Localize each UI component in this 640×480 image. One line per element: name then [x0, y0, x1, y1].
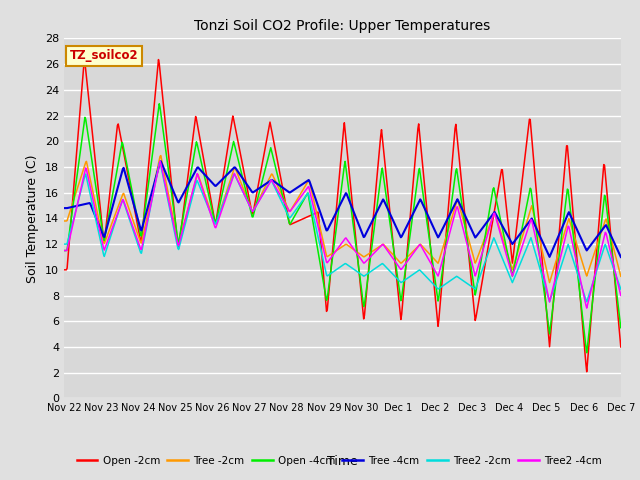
Tree2 -4cm: [411, 248, 419, 254]
Tree2 -2cm: [60, 241, 68, 247]
Tree -2cm: [214, 214, 222, 220]
Tree -2cm: [185, 204, 193, 209]
Open -4cm: [214, 210, 222, 216]
Legend: Open -2cm, Tree -2cm, Open -4cm, Tree -4cm, Tree2 -2cm, Tree2 -4cm: Open -2cm, Tree -2cm, Open -4cm, Tree -4…: [72, 452, 606, 470]
Tree2 -4cm: [583, 305, 591, 311]
Tree -4cm: [411, 207, 419, 213]
Tree2 -4cm: [428, 261, 435, 266]
Tree2 -4cm: [156, 158, 164, 164]
Open -2cm: [411, 161, 419, 167]
Open -4cm: [428, 249, 435, 254]
Tree -2cm: [60, 218, 68, 224]
Tree -4cm: [60, 205, 68, 211]
Open -4cm: [60, 248, 68, 253]
Tree -4cm: [127, 193, 135, 199]
Open -4cm: [617, 325, 625, 331]
Open -4cm: [127, 185, 135, 191]
Tree2 -2cm: [617, 286, 625, 292]
Line: Tree2 -4cm: Tree2 -4cm: [64, 161, 621, 308]
Tree2 -2cm: [156, 159, 164, 165]
Open -2cm: [617, 344, 625, 350]
Open -4cm: [70, 195, 78, 201]
Tree -4cm: [157, 158, 164, 164]
Open -2cm: [70, 180, 78, 186]
Tree2 -2cm: [411, 270, 419, 276]
Tree -2cm: [617, 274, 625, 279]
Open -2cm: [155, 57, 163, 62]
Tree2 -4cm: [60, 248, 68, 253]
Tree -2cm: [70, 196, 78, 202]
Open -2cm: [60, 267, 68, 273]
Tree2 -4cm: [214, 218, 222, 224]
Open -4cm: [185, 183, 193, 189]
Tree -2cm: [428, 253, 435, 259]
Open -2cm: [214, 205, 222, 211]
Tree -4cm: [617, 254, 625, 260]
Tree -2cm: [411, 247, 419, 252]
Tree -4cm: [428, 219, 435, 225]
Open -2cm: [185, 168, 193, 173]
Tree -2cm: [127, 213, 135, 218]
Tree -4cm: [185, 181, 193, 187]
Line: Tree -4cm: Tree -4cm: [64, 161, 621, 257]
Open -4cm: [156, 101, 163, 107]
Tree2 -2cm: [546, 299, 554, 305]
Tree2 -4cm: [127, 220, 135, 226]
Y-axis label: Soil Temperature (C): Soil Temperature (C): [26, 154, 39, 283]
Tree -2cm: [546, 280, 554, 286]
Tree -4cm: [70, 204, 78, 209]
Title: Tonzi Soil CO2 Profile: Upper Temperatures: Tonzi Soil CO2 Profile: Upper Temperatur…: [195, 19, 490, 33]
Tree2 -4cm: [617, 293, 625, 299]
Tree2 -2cm: [214, 215, 222, 220]
Tree2 -2cm: [70, 214, 78, 220]
Text: TZ_soilco2: TZ_soilco2: [70, 49, 138, 62]
Line: Tree2 -2cm: Tree2 -2cm: [64, 162, 621, 302]
Tree -4cm: [214, 181, 222, 187]
Open -4cm: [583, 350, 591, 356]
Tree2 -2cm: [185, 208, 193, 214]
Open -2cm: [428, 251, 435, 256]
Line: Open -4cm: Open -4cm: [64, 104, 621, 353]
Tree2 -4cm: [185, 204, 193, 209]
Line: Tree -2cm: Tree -2cm: [64, 156, 621, 283]
Open -2cm: [583, 369, 591, 374]
Tree2 -2cm: [428, 279, 435, 285]
Open -2cm: [127, 190, 135, 196]
Open -4cm: [411, 197, 419, 203]
X-axis label: Time: Time: [327, 455, 358, 468]
Line: Open -2cm: Open -2cm: [64, 60, 621, 372]
Tree2 -4cm: [70, 216, 78, 222]
Tree -2cm: [157, 153, 164, 158]
Tree2 -2cm: [127, 222, 135, 228]
